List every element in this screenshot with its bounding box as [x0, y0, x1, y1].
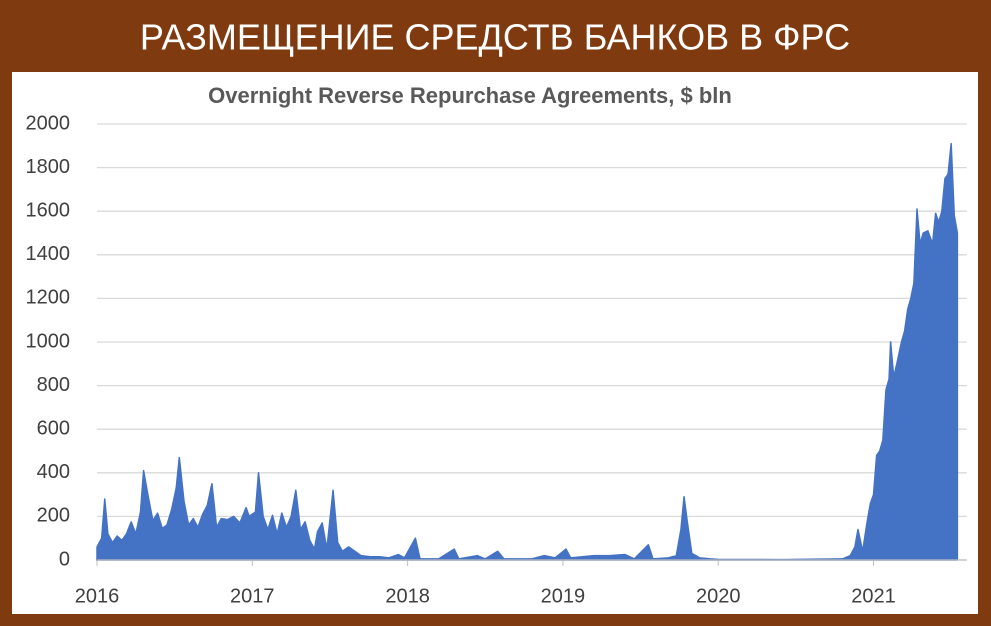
y-tick-label: 1400: [26, 243, 71, 265]
chart-title: Overnight Reverse Repurchase Agreements,…: [208, 83, 732, 108]
y-tick-label: 600: [37, 417, 70, 439]
y-tick-label: 1800: [26, 156, 71, 178]
y-tick-label: 1000: [26, 330, 71, 352]
y-tick-label: 800: [37, 374, 70, 396]
banner-title: РАЗМЕЩЕНИЕ СРЕДСТВ БАНКОВ В ФРС: [140, 17, 850, 58]
x-tick-label: 2019: [541, 585, 586, 607]
x-tick-label: 2017: [230, 585, 275, 607]
y-tick-label: 200: [37, 505, 70, 527]
y-tick-label: 1200: [26, 287, 71, 309]
x-tick-label: 2018: [385, 585, 430, 607]
x-tick-label: 2020: [696, 585, 741, 607]
y-tick-label: 400: [37, 461, 70, 483]
y-tick-label: 1600: [26, 199, 71, 221]
x-tick-label: 2021: [851, 585, 896, 607]
x-tick-label: 2016: [75, 585, 120, 607]
y-tick-label: 0: [59, 548, 70, 570]
area: [96, 142, 959, 561]
y-tick-label: 2000: [26, 112, 71, 134]
